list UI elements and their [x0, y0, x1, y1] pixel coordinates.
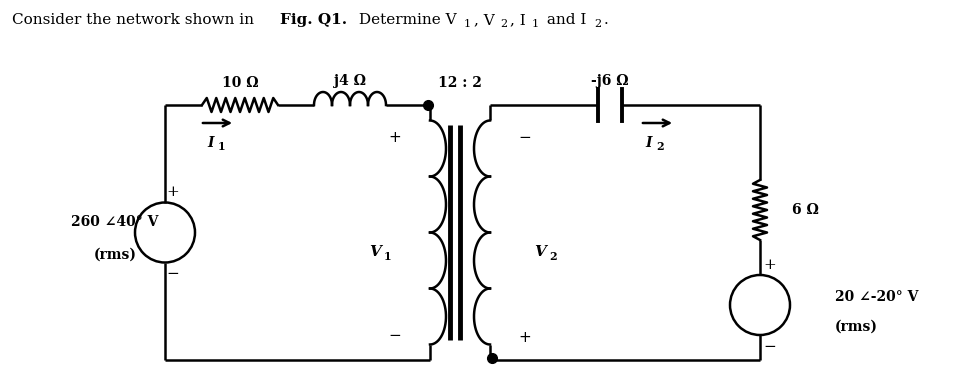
Text: +: + [518, 329, 531, 344]
Text: −: − [518, 130, 531, 146]
Text: I: I [644, 136, 651, 150]
Text: 20 ∠-20° V: 20 ∠-20° V [834, 290, 918, 304]
Text: 260 ∠40° V: 260 ∠40° V [71, 216, 158, 229]
Text: Determine V: Determine V [354, 13, 456, 27]
Text: +: + [762, 258, 776, 272]
Text: V: V [369, 245, 380, 260]
Text: 1: 1 [218, 142, 226, 152]
Text: −: − [762, 340, 776, 354]
Text: 2: 2 [594, 19, 600, 29]
Text: .: . [603, 13, 608, 27]
Text: +: + [388, 130, 401, 146]
Text: 1: 1 [384, 251, 392, 262]
Text: 2: 2 [548, 251, 556, 262]
Text: 2: 2 [656, 142, 663, 152]
Text: 2: 2 [499, 19, 507, 29]
Text: 1: 1 [532, 19, 538, 29]
Text: (rms): (rms) [834, 320, 877, 334]
Text: 1: 1 [463, 19, 471, 29]
Text: -j6 Ω: -j6 Ω [591, 74, 628, 88]
Text: Consider the network shown in: Consider the network shown in [12, 13, 258, 27]
Text: I: I [207, 136, 213, 150]
Text: , V: , V [474, 13, 495, 27]
Text: 6 Ω: 6 Ω [791, 203, 818, 217]
Text: 12 : 2: 12 : 2 [437, 76, 481, 90]
Text: 10 Ω: 10 Ω [221, 76, 258, 90]
Text: Fig. Q1.: Fig. Q1. [280, 13, 347, 27]
Text: (rms): (rms) [93, 248, 136, 262]
Text: , I: , I [510, 13, 525, 27]
Text: V: V [534, 245, 545, 260]
Text: j4 Ω: j4 Ω [334, 74, 366, 88]
Text: −: − [388, 327, 401, 342]
Text: and I: and I [541, 13, 586, 27]
Text: +: + [167, 185, 179, 200]
Text: −: − [167, 267, 179, 281]
